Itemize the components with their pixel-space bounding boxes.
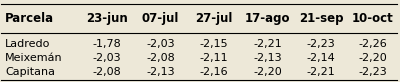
Text: -2,26: -2,26 — [358, 39, 387, 49]
Text: -2,23: -2,23 — [306, 39, 335, 49]
Text: 17-ago: 17-ago — [245, 12, 290, 25]
Text: -2,08: -2,08 — [146, 53, 175, 63]
Text: -2,03: -2,03 — [146, 39, 175, 49]
Text: 21-sep: 21-sep — [299, 12, 343, 25]
Text: -2,13: -2,13 — [146, 67, 175, 77]
Text: -2,16: -2,16 — [200, 67, 228, 77]
Text: -2,14: -2,14 — [306, 53, 335, 63]
Text: 07-jul: 07-jul — [142, 12, 179, 25]
Text: -2,21: -2,21 — [253, 39, 282, 49]
Text: 23-jun: 23-jun — [86, 12, 128, 25]
Text: -2,20: -2,20 — [253, 67, 282, 77]
Text: Ladredo: Ladredo — [5, 39, 51, 49]
Text: 10-oct: 10-oct — [352, 12, 393, 25]
Text: -2,08: -2,08 — [93, 67, 122, 77]
Text: -2,15: -2,15 — [200, 39, 228, 49]
Text: 27-jul: 27-jul — [196, 12, 233, 25]
Text: Meixemán: Meixemán — [5, 53, 63, 63]
Text: Capitana: Capitana — [5, 67, 55, 77]
Text: -2,23: -2,23 — [358, 67, 387, 77]
Text: Parcela: Parcela — [5, 12, 54, 25]
Text: -2,11: -2,11 — [200, 53, 228, 63]
Text: -1,78: -1,78 — [93, 39, 122, 49]
Text: -2,20: -2,20 — [358, 53, 387, 63]
Text: -2,03: -2,03 — [93, 53, 122, 63]
Text: -2,21: -2,21 — [306, 67, 335, 77]
Text: -2,13: -2,13 — [253, 53, 282, 63]
